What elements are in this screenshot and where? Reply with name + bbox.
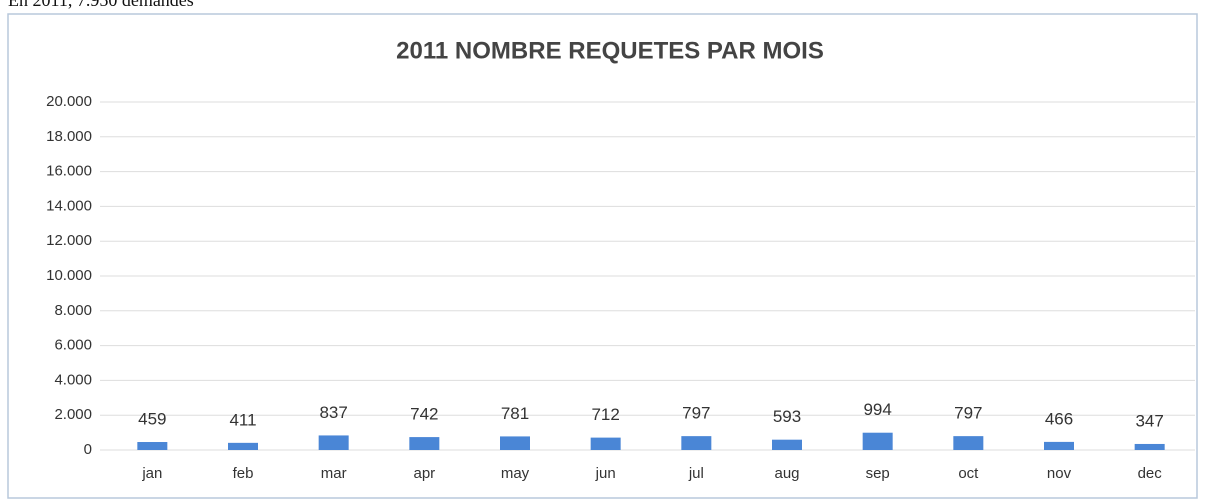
value-label: 797 (682, 404, 710, 423)
y-tick-label: 20.000 (46, 93, 92, 110)
value-label: 712 (591, 405, 619, 424)
bar (1044, 441, 1074, 450)
y-tick-label: 10.000 (46, 267, 92, 284)
value-label: 411 (229, 410, 256, 429)
x-tick-label: sep (866, 465, 890, 482)
x-tick-label: oct (958, 465, 979, 482)
bar (681, 436, 712, 450)
value-label: 742 (410, 405, 438, 424)
chart-title: 2011 NOMBRE REQUETES PAR MOIS (396, 37, 824, 64)
y-tick-label: 14.000 (46, 197, 92, 214)
x-tick-label: apr (413, 465, 435, 482)
bar (318, 435, 349, 450)
x-tick-label: mar (321, 465, 347, 482)
y-tick-label: 6.000 (54, 337, 92, 354)
y-tick-label: 8.000 (54, 302, 92, 319)
bar (590, 437, 621, 450)
value-label: 781 (501, 404, 529, 423)
bar (1134, 443, 1165, 450)
bar (772, 439, 802, 450)
bar (500, 436, 530, 450)
value-label: 459 (138, 409, 166, 428)
value-label: 797 (954, 404, 982, 423)
y-tick-label: 0 (84, 441, 92, 458)
y-tick-label: 18.000 (46, 128, 92, 145)
y-tick-label: 2.000 (54, 406, 92, 423)
chart-frame (7, 13, 1198, 499)
x-tick-label: feb (233, 465, 254, 482)
x-tick-label: aug (774, 465, 799, 482)
value-label: 466 (1045, 409, 1073, 428)
bar (137, 442, 168, 450)
value-label: 994 (863, 400, 891, 419)
x-tick-label: jun (595, 465, 616, 482)
value-label: 837 (319, 403, 347, 422)
value-label: 593 (773, 407, 801, 426)
bar (953, 436, 984, 450)
bar (228, 442, 258, 450)
x-tick-label: jan (141, 465, 162, 482)
x-tick-label: jul (688, 465, 704, 482)
y-tick-label: 16.000 (46, 163, 92, 180)
bar (862, 432, 893, 450)
x-tick-label: may (501, 465, 530, 482)
x-tick-label: dec (1138, 465, 1163, 482)
x-tick-label: nov (1047, 465, 1072, 482)
value-label: 347 (1135, 411, 1163, 430)
bar (409, 437, 440, 450)
y-tick-label: 4.000 (54, 371, 92, 388)
y-tick-label: 12.000 (46, 232, 92, 249)
caption: En 2011, 7.950 demandes (8, 0, 194, 10)
